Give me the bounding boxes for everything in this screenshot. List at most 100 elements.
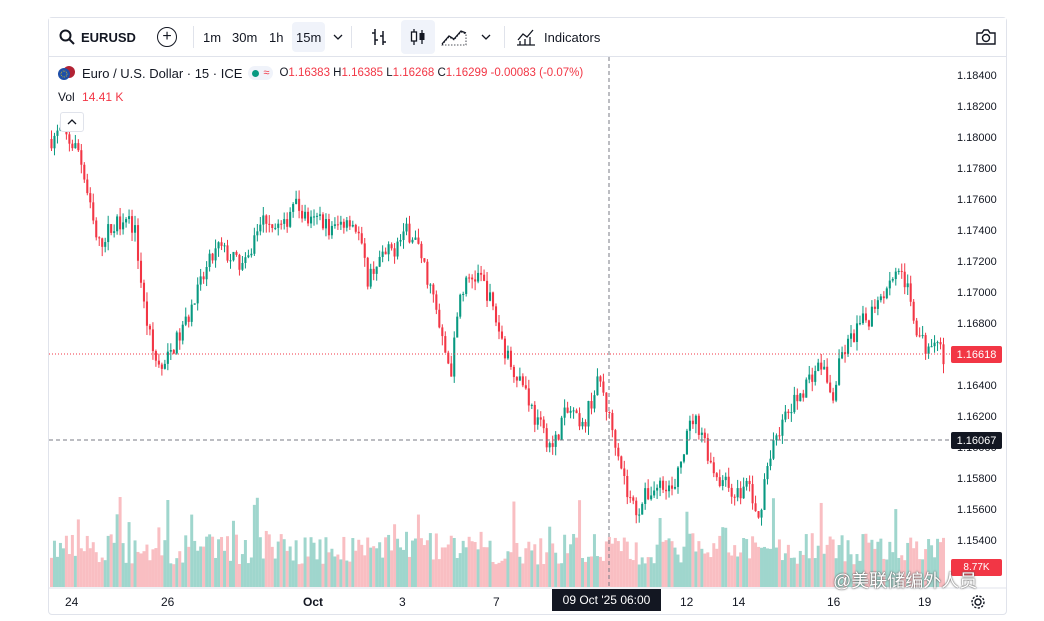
market-status-badge[interactable]: ≈ bbox=[248, 66, 274, 80]
volume-bar bbox=[906, 542, 910, 587]
volume-bar bbox=[494, 564, 498, 587]
volume-bar bbox=[563, 534, 567, 587]
volume-bar bbox=[413, 538, 417, 587]
candle-body bbox=[891, 279, 894, 281]
candle-body bbox=[417, 237, 420, 244]
price-tick-label: 1.16400 bbox=[957, 380, 997, 392]
candle-body bbox=[688, 420, 691, 431]
volume-bar bbox=[789, 557, 793, 587]
volume-bar bbox=[246, 563, 250, 587]
compare-symbol-button[interactable]: + bbox=[157, 27, 177, 47]
volume-bar bbox=[628, 558, 632, 587]
candle-body bbox=[74, 143, 77, 149]
candle-body bbox=[130, 216, 134, 233]
candle-body bbox=[369, 268, 372, 287]
indicators-button[interactable]: Indicators bbox=[516, 18, 600, 56]
symbol-label: EURUSD bbox=[81, 29, 136, 45]
candle-body bbox=[190, 304, 193, 322]
candle-body bbox=[602, 381, 605, 393]
bar-chart-type-button[interactable] bbox=[369, 18, 389, 56]
low-value: 1.16268 bbox=[392, 67, 435, 79]
candle-body bbox=[53, 135, 56, 149]
candle-body bbox=[292, 203, 295, 212]
candle-body bbox=[557, 434, 560, 440]
volume-bar bbox=[190, 514, 194, 587]
volume-bar bbox=[121, 543, 125, 587]
volume-bar bbox=[485, 547, 489, 587]
interval-30m[interactable]: 30m bbox=[232, 29, 258, 45]
volume-bar bbox=[425, 540, 429, 587]
open-label: O bbox=[279, 67, 289, 79]
volume-bar bbox=[757, 546, 761, 587]
symbol-search-button[interactable]: EURUSD bbox=[59, 18, 136, 56]
volume-bar bbox=[676, 554, 680, 587]
interval-1m[interactable]: 1m bbox=[203, 29, 222, 45]
chart-settings-button[interactable] bbox=[970, 594, 986, 615]
candle-body bbox=[262, 215, 265, 225]
volume-bar bbox=[139, 553, 143, 587]
search-icon bbox=[59, 29, 75, 45]
screenshot-button[interactable] bbox=[975, 18, 997, 56]
price-tick-label: 1.18400 bbox=[957, 70, 997, 82]
interval-dropdown-button[interactable] bbox=[333, 18, 343, 56]
candle-body bbox=[775, 435, 778, 441]
candle-body bbox=[280, 223, 283, 225]
candle-body bbox=[542, 419, 545, 429]
volume-bar bbox=[339, 559, 343, 587]
volume-bar bbox=[452, 538, 456, 587]
candle-body bbox=[536, 417, 539, 425]
candle-body bbox=[405, 223, 408, 232]
volume-bar bbox=[518, 556, 522, 587]
candle-body bbox=[844, 352, 847, 354]
volume-bar bbox=[560, 563, 564, 587]
volume-bar bbox=[109, 534, 113, 587]
volume-bar bbox=[166, 500, 170, 587]
candle-body bbox=[226, 245, 229, 261]
volume-bar bbox=[309, 537, 313, 587]
volume-bar bbox=[822, 553, 826, 587]
volume-bar bbox=[581, 558, 585, 587]
candle-body bbox=[480, 272, 483, 275]
price-tick-label: 1.18200 bbox=[957, 101, 997, 113]
candle-body bbox=[220, 242, 223, 246]
volume-bar bbox=[258, 537, 262, 587]
candle-body bbox=[578, 413, 581, 427]
candle-body bbox=[700, 432, 703, 435]
interval-1h[interactable]: 1h bbox=[269, 29, 284, 45]
candle-body bbox=[393, 248, 396, 257]
volume-bar bbox=[897, 557, 901, 587]
candle-body bbox=[125, 219, 128, 223]
volume-bar bbox=[360, 544, 364, 587]
volume-bar bbox=[205, 536, 209, 587]
candle-body bbox=[614, 430, 617, 448]
candle-body bbox=[95, 220, 98, 238]
volume-bar bbox=[557, 563, 561, 587]
low-label: L bbox=[386, 67, 393, 79]
candle-body bbox=[500, 331, 504, 339]
price-tick-label: 1.18000 bbox=[957, 132, 997, 144]
collapse-legend-button[interactable] bbox=[60, 112, 84, 132]
candle-body bbox=[903, 271, 906, 288]
candle-body bbox=[697, 415, 700, 435]
candle-body bbox=[381, 251, 384, 257]
candle-body bbox=[706, 438, 709, 461]
volume-bar bbox=[885, 559, 889, 587]
interval-15m[interactable]: 15m bbox=[292, 22, 326, 52]
candle-body bbox=[453, 337, 456, 377]
volume-bar bbox=[754, 542, 758, 587]
chart-type-dropdown-button[interactable] bbox=[481, 18, 491, 56]
volume-bar bbox=[575, 537, 579, 587]
candle-body bbox=[107, 224, 110, 243]
candles-chart-type-button[interactable] bbox=[401, 20, 435, 54]
time-tick-label: 3 bbox=[399, 595, 406, 609]
volume-bar bbox=[399, 547, 403, 587]
volume-bar bbox=[807, 558, 811, 587]
watermark-text: @美联储编外人员 bbox=[833, 571, 978, 591]
area-chart-type-button[interactable] bbox=[441, 18, 467, 56]
candle-body bbox=[611, 413, 614, 431]
candle-body bbox=[572, 410, 575, 412]
chevron-down-icon bbox=[481, 34, 491, 40]
volume-bar bbox=[739, 552, 743, 587]
candle-body bbox=[772, 440, 775, 459]
